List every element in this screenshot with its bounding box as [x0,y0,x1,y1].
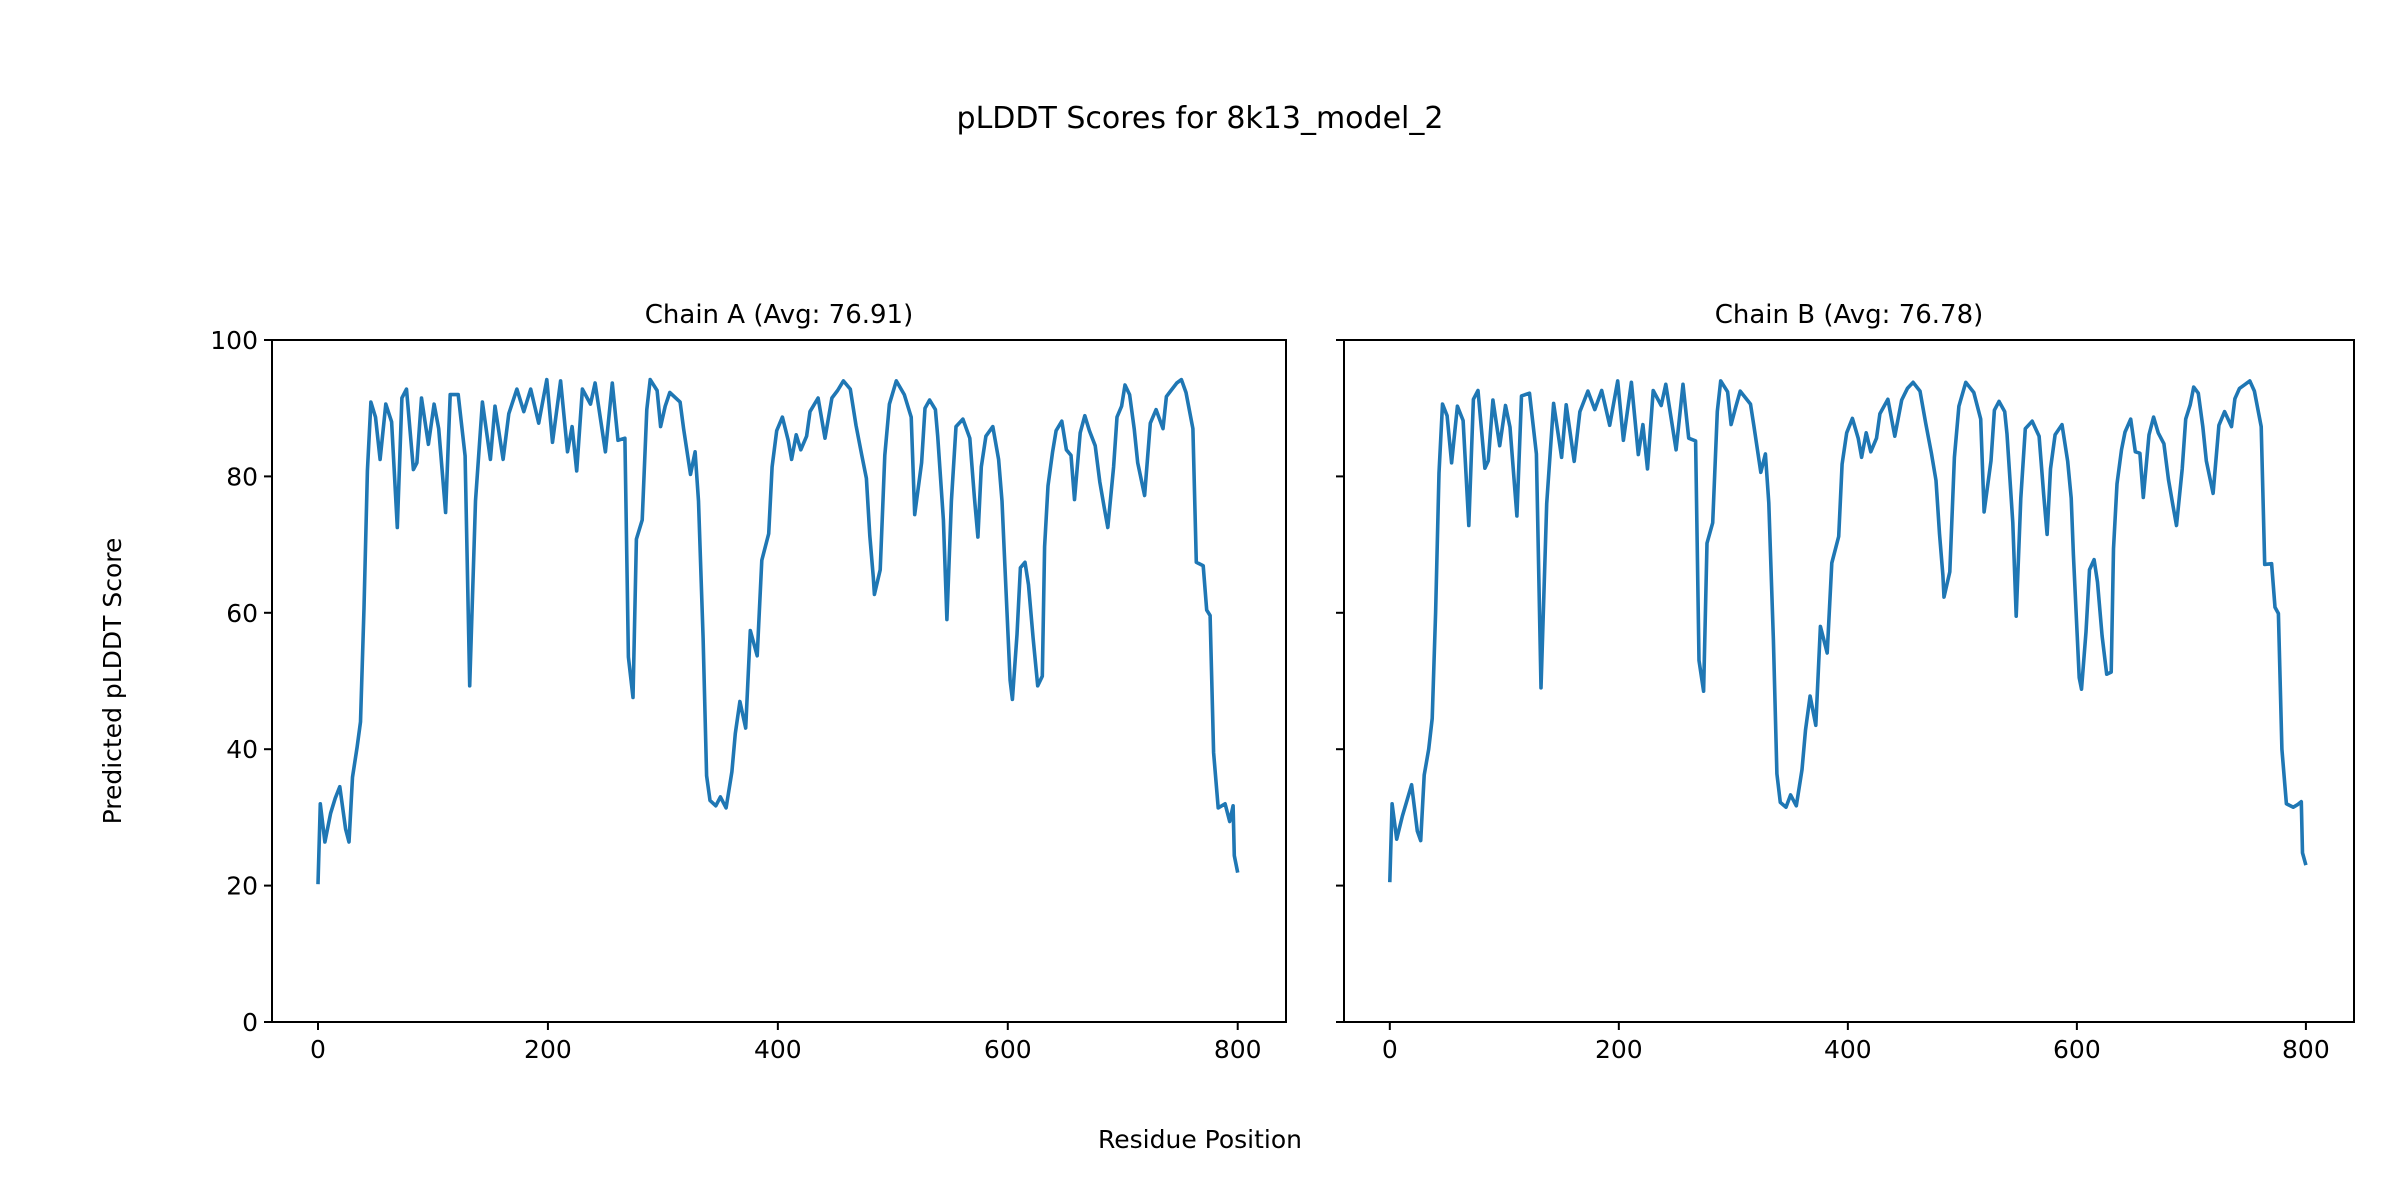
y-tick-label: 40 [226,735,258,764]
y-tick-label: 0 [242,1008,258,1037]
axes-frame [271,339,1287,1023]
y-tick-label: 100 [210,326,258,355]
panel-title: Chain A (Avg: 76.91) [645,300,913,330]
x-tick-label: 600 [2053,1035,2101,1064]
x-tick-label: 200 [1595,1035,1643,1064]
y-axis-label: Predicted pLDDT Score [98,538,127,825]
x-tick-label: 0 [310,1035,326,1064]
x-tick-label: 800 [2282,1035,2330,1064]
x-tick-label: 400 [1824,1035,1872,1064]
plddt-series-line [316,377,1240,885]
figure-title: pLDDT Scores for 8k13_model_2 [957,101,1444,136]
x-axis-label: Residue Position [1098,1125,1302,1154]
panel-chain-b: Chain B (Avg: 76.78) 0 200 400 600 800 [1336,300,2355,1064]
y-tick-label: 80 [226,462,258,491]
plddt-series-line [1388,379,2308,883]
x-tick-label: 200 [524,1035,572,1064]
axes-frame [1343,339,2355,1023]
y-tick-label: 20 [226,872,258,901]
x-tick-label: 600 [984,1035,1032,1064]
y-tick-label: 60 [226,599,258,628]
x-tick-label: 400 [754,1035,802,1064]
x-tick-label: 0 [1382,1035,1398,1064]
panel-chain-a: Chain A (Avg: 76.91) 0 200 400 600 800 0 20 40 60… [210,300,1287,1064]
panel-title: Chain B (Avg: 76.78) [1715,300,1984,330]
x-tick-label: 800 [1214,1035,1262,1064]
